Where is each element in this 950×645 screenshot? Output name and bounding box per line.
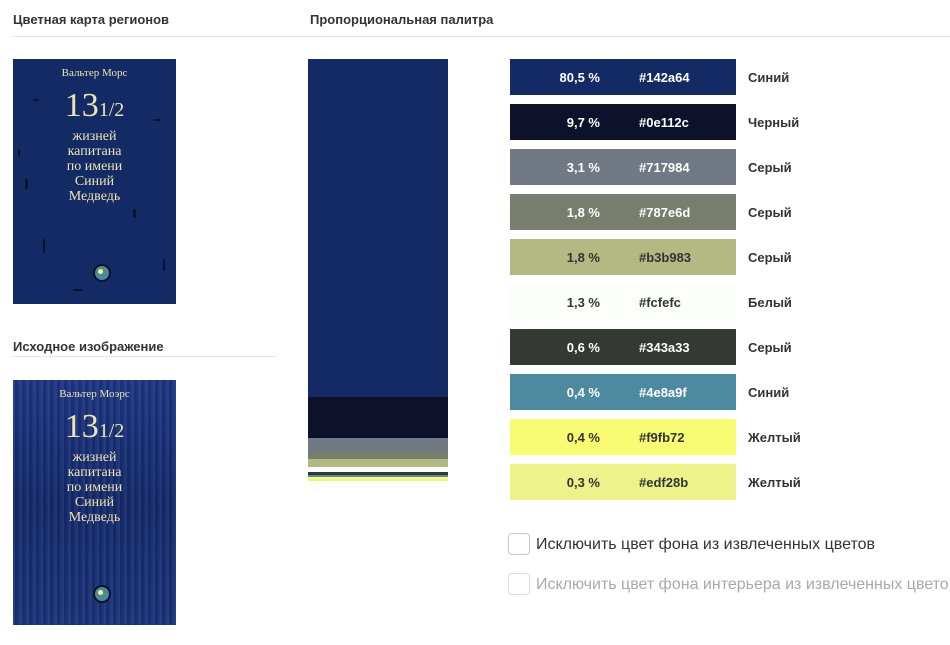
color-swatch[interactable]: 1,8 % #b3b983 — [510, 239, 736, 275]
swatch-percent: 80,5 % — [559, 70, 600, 85]
palette-heading: Пропорциональная палитра — [310, 12, 494, 27]
swatch-hex: #142a64 — [639, 70, 690, 85]
color-name: Синий — [748, 70, 790, 85]
source-divider — [13, 356, 276, 357]
color-swatch[interactable]: 80,5 % #142a64 — [510, 59, 736, 95]
palette-bar-segment — [308, 451, 448, 459]
palette-bar-segment — [308, 467, 448, 472]
swatch-hex: #edf28b — [639, 475, 689, 490]
region-map-image: Вальтер Морс 131/2 жизней капитана по им… — [13, 59, 176, 304]
region-map-heading: Цветная карта регионов — [13, 12, 170, 27]
swatch-percent: 3,1 % — [566, 160, 600, 175]
cover-title: жизней капитана по имени Синий Медведь — [66, 129, 123, 204]
palette-bar-segment — [308, 438, 448, 451]
color-name: Черный — [748, 115, 800, 130]
color-swatch[interactable]: 0,4 % #4e8a9f — [510, 374, 736, 410]
palette-bar-segment — [308, 477, 448, 479]
swatch-hex: #4e8a9f — [639, 385, 687, 400]
swatch-percent: 0,6 % — [566, 340, 600, 355]
color-name: Желтый — [748, 475, 801, 490]
palette-bar-segment — [308, 59, 448, 397]
swatch-percent: 1,8 % — [566, 205, 600, 220]
swatch-percent: 0,4 % — [566, 385, 600, 400]
color-swatch[interactable]: 0,3 % #edf28b — [510, 464, 736, 500]
cover-number: 131/2 — [64, 87, 125, 124]
exclude-interior-bg-checkbox[interactable] — [508, 573, 530, 595]
palette-bar-segment — [308, 479, 448, 481]
proportional-palette-bar — [308, 59, 448, 481]
color-name: Желтый — [748, 430, 801, 445]
color-swatch[interactable]: 0,4 % #f9fb72 — [510, 419, 736, 455]
palette-bar-segment — [308, 472, 448, 475]
color-swatch[interactable]: 1,8 % #787e6d — [510, 194, 736, 230]
swatch-hex: #717984 — [639, 160, 690, 175]
swatch-hex: #787e6d — [639, 205, 691, 220]
exclude-bg-label[interactable]: Исключить цвет фона из извлеченных цвето… — [536, 536, 875, 553]
swatch-hex: #fcfefc — [639, 295, 681, 310]
color-name: Синий — [748, 385, 790, 400]
exclude-bg-checkbox[interactable] — [508, 533, 530, 555]
color-swatch[interactable]: 9,7 % #0e112c — [510, 104, 736, 140]
color-name: Серый — [748, 160, 792, 175]
swatch-percent: 1,8 % — [566, 250, 600, 265]
color-swatch[interactable]: 0,6 % #343a33 — [510, 329, 736, 365]
swatch-hex: #0e112c — [639, 115, 689, 130]
source-image: Вальтер Моэрс 131/2 жизней капитана по и… — [13, 380, 176, 625]
color-name: Белый — [748, 295, 792, 310]
color-name: Серый — [748, 340, 792, 355]
swatch-hex: #343a33 — [639, 340, 690, 355]
cover-author: Вальтер Морс — [61, 67, 128, 79]
bear-logo-icon — [93, 264, 111, 282]
header-divider — [13, 36, 950, 37]
swatch-hex: #f9fb72 — [639, 430, 685, 445]
swatch-percent: 0,4 % — [566, 430, 600, 445]
color-swatch[interactable]: 1,3 % #fcfefc — [510, 284, 736, 320]
bear-logo-icon — [93, 585, 111, 603]
palette-bar-segment — [308, 397, 448, 438]
cover-author: Вальтер Моэрс — [59, 388, 130, 400]
color-name: Серый — [748, 205, 792, 220]
color-name: Серый — [748, 250, 792, 265]
swatch-percent: 1,3 % — [566, 295, 600, 310]
swatch-percent: 9,7 % — [566, 115, 600, 130]
source-heading: Исходное изображение — [13, 339, 164, 354]
cover-title: жизней капитана по имени Синий Медведь — [66, 450, 123, 525]
swatch-hex: #b3b983 — [639, 250, 692, 265]
exclude-interior-bg-label[interactable]: Исключить цвет фона интерьера из извлече… — [536, 576, 950, 593]
swatch-percent: 0,3 % — [566, 475, 600, 490]
cover-number: 131/2 — [64, 408, 125, 445]
palette-bar-segment — [308, 459, 448, 467]
palette-bar-segment — [308, 475, 448, 477]
color-swatch[interactable]: 3,1 % #717984 — [510, 149, 736, 185]
